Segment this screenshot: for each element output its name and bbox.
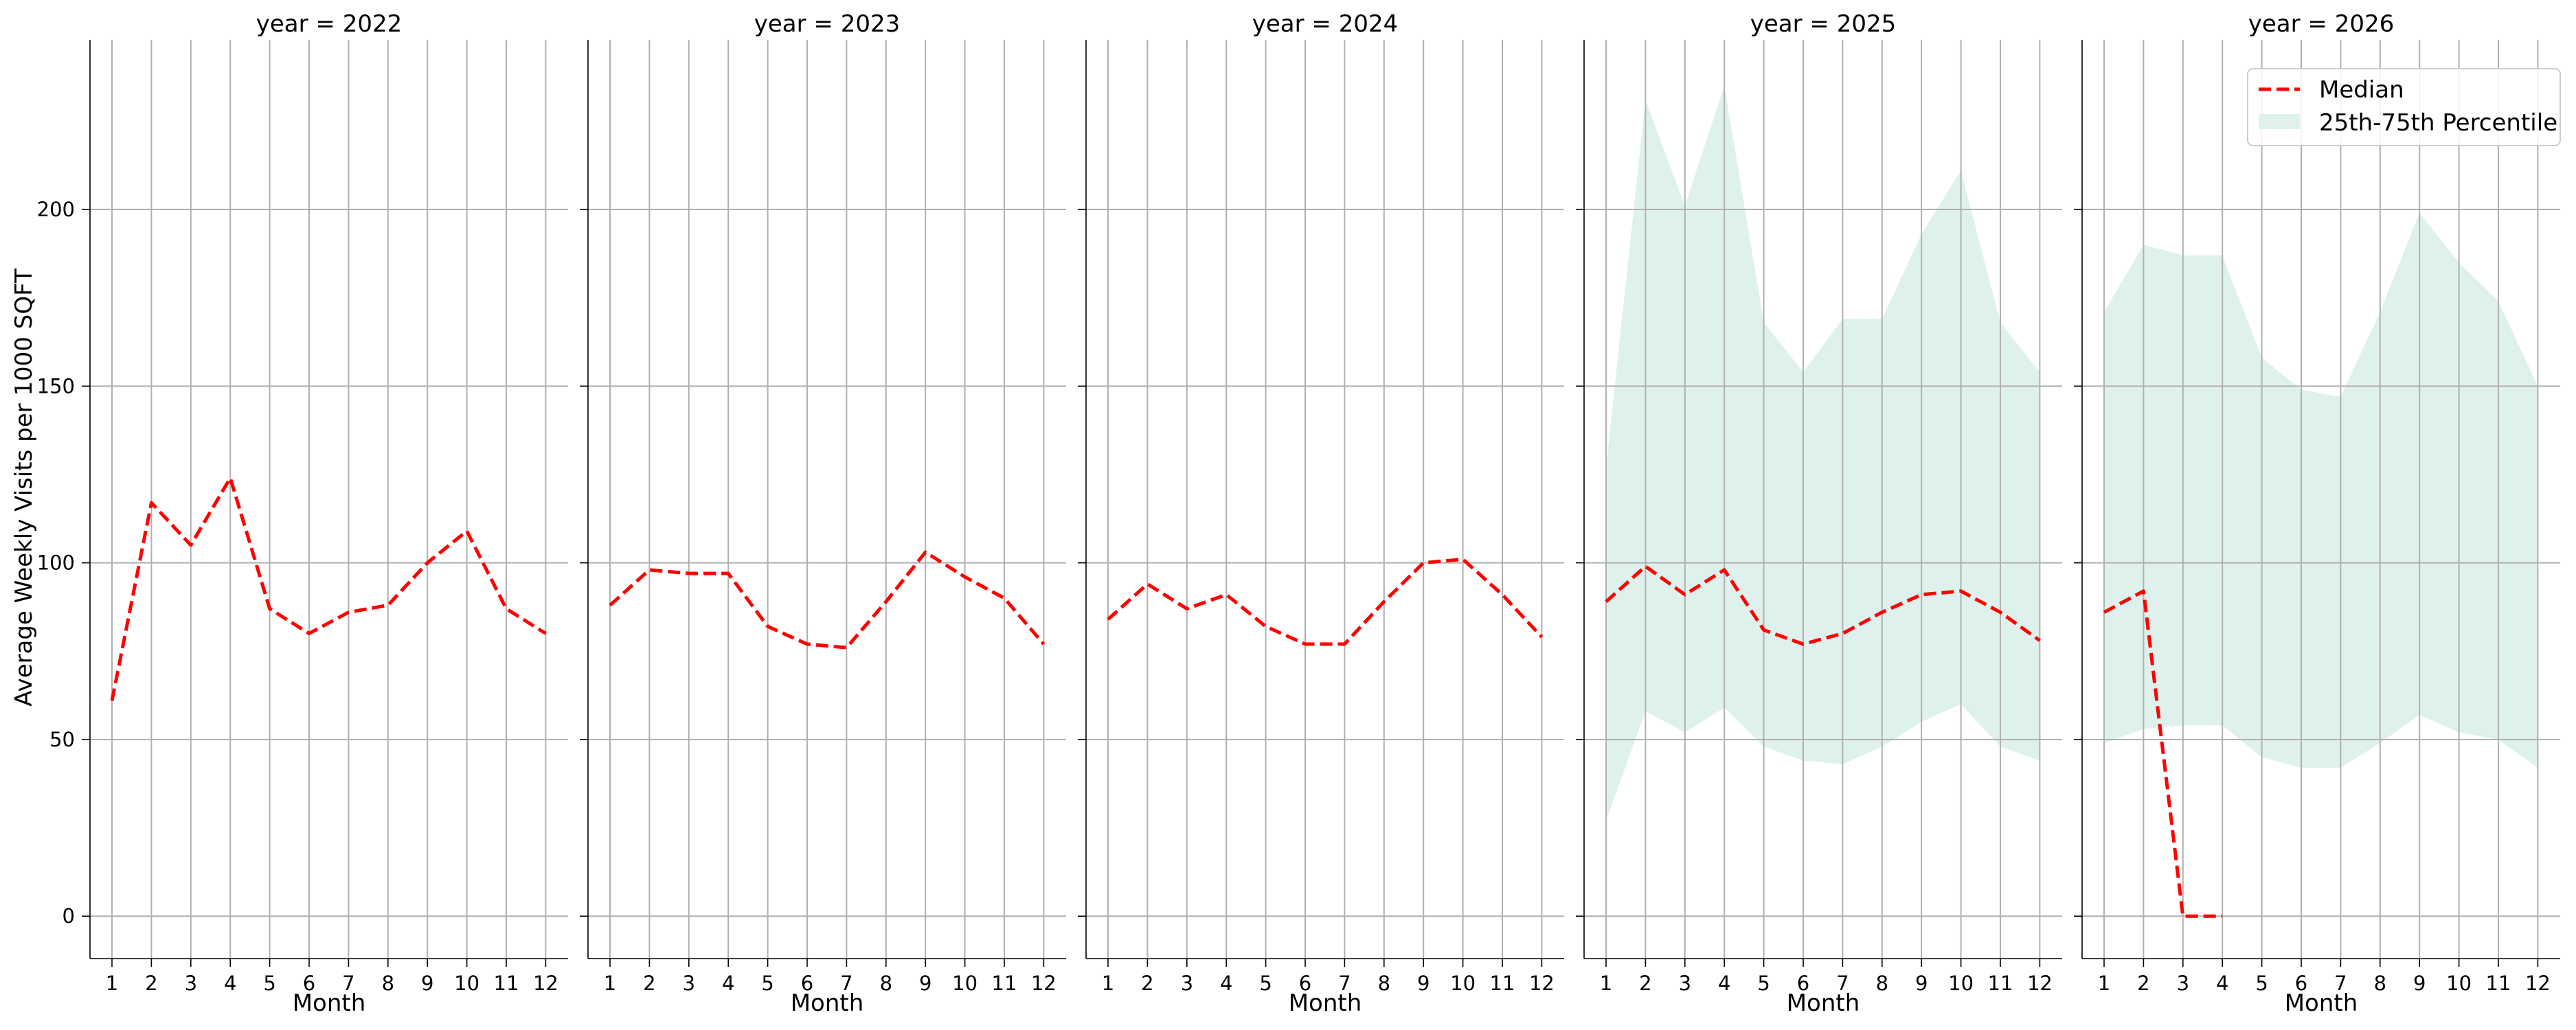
x-tick-label: 8	[1378, 972, 1390, 995]
legend-band-label: 25th-75th Percentile	[2319, 109, 2557, 137]
x-tick-label: 1	[106, 972, 118, 995]
facet-title: year = 2025	[1750, 10, 1896, 38]
median-line-3	[1107, 557, 1544, 646]
x-tick-label: 1	[1102, 972, 1114, 995]
legend-box	[2247, 68, 2561, 146]
x-tick-label: 11	[2486, 972, 2511, 995]
x-tick-label: 2	[145, 972, 157, 995]
x-tick-label: 8	[880, 972, 892, 995]
x-tick-label: 5	[1757, 972, 1770, 995]
x-tick-label: 5	[263, 972, 275, 995]
x-tick-label: 2	[1639, 972, 1651, 995]
x-axis-title: Month	[293, 989, 366, 1017]
x-tick-label: 10	[2446, 972, 2472, 995]
x-tick-label: 8	[2374, 972, 2386, 995]
y-tick-label: 100	[37, 551, 75, 575]
x-tick-label: 12	[533, 972, 558, 995]
x-tick-label: 11	[1490, 972, 1515, 995]
x-tick-label: 11	[494, 972, 519, 995]
x-tick-label: 3	[1679, 972, 1691, 995]
y-tick-label: 200	[37, 198, 75, 221]
percentile-band-4	[1606, 85, 2040, 821]
y-axis-title: Average Weekly Visits per 1000 SQFT	[10, 268, 38, 707]
x-tick-label: 12	[1031, 972, 1057, 995]
x-tick-label: 8	[382, 972, 394, 995]
x-axis-title: Month	[1787, 989, 1860, 1017]
x-axis-title: Month	[2285, 989, 2358, 1017]
x-tick-label: 3	[2177, 972, 2189, 995]
median-line-5	[2103, 589, 2223, 918]
x-tick-label: 6	[801, 972, 813, 995]
x-axis-title: Month	[791, 989, 864, 1017]
x-tick-label: 7	[1338, 972, 1351, 995]
facet-title: year = 2022	[256, 10, 402, 38]
x-tick-label: 6	[303, 972, 315, 995]
x-tick-label: 12	[1529, 972, 1555, 995]
legend-median-label: Median	[2319, 76, 2404, 104]
median-line-1	[110, 476, 547, 701]
x-tick-label: 4	[722, 972, 734, 995]
x-tick-label: 9	[1915, 972, 1928, 995]
x-tick-label: 5	[761, 972, 773, 995]
y-tick-label: 150	[37, 374, 75, 398]
x-tick-label: 3	[1181, 972, 1193, 995]
x-tick-label: 9	[2413, 972, 2426, 995]
x-tick-label: 3	[185, 972, 197, 995]
x-tick-label: 5	[1259, 972, 1272, 995]
x-tick-label: 12	[2027, 972, 2053, 995]
x-tick-label: 12	[2525, 972, 2551, 995]
x-tick-label: 4	[2216, 972, 2228, 995]
x-tick-label: 1	[604, 972, 616, 995]
x-tick-label: 10	[454, 972, 479, 995]
facet-title: year = 2023	[754, 10, 900, 38]
x-tick-label: 11	[992, 972, 1017, 995]
x-tick-label: 4	[1718, 972, 1730, 995]
x-tick-label: 9	[919, 972, 931, 995]
facet-title: year = 2024	[1252, 10, 1398, 38]
x-tick-label: 7	[342, 972, 354, 995]
x-tick-label: 1	[1600, 972, 1612, 995]
x-tick-label: 7	[1836, 972, 1849, 995]
x-tick-label: 6	[1797, 972, 1809, 995]
x-tick-label: 10	[1948, 972, 1974, 995]
percentile-band-5	[2104, 213, 2538, 768]
x-tick-label: 6	[1299, 972, 1311, 995]
x-tick-label: 2	[643, 972, 655, 995]
x-tick-label: 3	[683, 972, 695, 995]
x-tick-label: 2	[1141, 972, 1153, 995]
x-tick-label: 9	[1417, 972, 1430, 995]
x-tick-label: 4	[224, 972, 236, 995]
legend-band-swatch	[2259, 114, 2300, 129]
x-tick-label: 9	[421, 972, 433, 995]
median-line-2	[609, 550, 1046, 650]
x-tick-label: 10	[1450, 972, 1476, 995]
x-tick-label: 7	[2334, 972, 2347, 995]
x-tick-label: 7	[840, 972, 852, 995]
x-tick-label: 5	[2255, 972, 2268, 995]
y-tick-label: 0	[63, 904, 75, 928]
x-tick-label: 4	[1220, 972, 1232, 995]
y-tick-label: 50	[49, 728, 75, 751]
x-tick-label: 8	[1876, 972, 1888, 995]
facet-title: year = 2026	[2248, 10, 2394, 38]
x-axis-title: Month	[1289, 989, 1362, 1017]
x-tick-label: 2	[2137, 972, 2149, 995]
x-tick-label: 11	[1988, 972, 2013, 995]
median-line-4	[1605, 564, 2041, 646]
x-tick-label: 6	[2295, 972, 2307, 995]
x-tick-label: 10	[952, 972, 978, 995]
x-tick-label: 1	[2098, 972, 2110, 995]
